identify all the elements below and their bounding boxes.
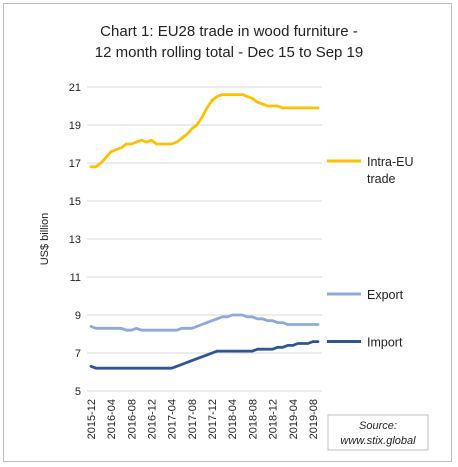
- y-tick-label: 17: [69, 158, 81, 170]
- y-tick-label: 21: [69, 82, 81, 94]
- series-line-intra-eu-trade: [89, 93, 320, 169]
- chart-frame: [3, 3, 452, 462]
- x-tick-label: 2018-04: [227, 399, 239, 439]
- legend: Intra-EU trade Export Import: [327, 155, 414, 350]
- x-axis-ticks: 2015-12 2016-04 2016-08 2016-12 2017-04 2017-…: [86, 399, 320, 439]
- series-line-export: [89, 313, 320, 332]
- chart-title: Chart 1: EU28 trade in wood furniture - …: [95, 23, 364, 61]
- x-tick-label: 2016-04: [106, 399, 118, 439]
- chart-title-line-2: 12 month rolling total - Dec 15 to Sep 1…: [95, 44, 364, 61]
- x-tick-label: 2016-12: [147, 399, 159, 439]
- source-box: [327, 414, 429, 451]
- x-tick-label: 2018-08: [247, 399, 259, 439]
- y-axis-label: US$ billion: [39, 213, 51, 266]
- legend-label: trade: [367, 172, 396, 186]
- x-tick-label: 2017-04: [167, 399, 179, 439]
- y-axis-ticks: 5 7 9 11 13 15 17 19 21: [69, 82, 81, 398]
- legend-label: Import: [367, 336, 403, 350]
- y-tick-label: 5: [75, 386, 81, 398]
- x-tick-label: 2019-08: [308, 399, 320, 439]
- x-tick-label: 2019-04: [288, 399, 300, 439]
- y-tick-label: 11: [70, 272, 81, 284]
- x-tick-label: 2016-08: [126, 399, 138, 439]
- series-line-import: [89, 340, 320, 370]
- x-tick-label: 2017-12: [207, 399, 219, 439]
- source-url: www.stix.global: [340, 435, 416, 447]
- legend-label: Export: [367, 288, 404, 302]
- y-tick-label: 7: [75, 348, 81, 360]
- y-tick-label: 13: [69, 234, 81, 246]
- x-tick-label: 2018-12: [268, 399, 280, 439]
- chart-title-line-1: Chart 1: EU28 trade in wood furniture -: [100, 23, 358, 40]
- grid-layer: [87, 86, 322, 392]
- y-tick-label: 9: [75, 310, 81, 322]
- series-layer: [89, 93, 320, 370]
- x-tick-label: 2017-08: [187, 399, 199, 439]
- legend-label: Intra-EU: [367, 155, 414, 169]
- x-tick-label: 2015-12: [86, 399, 98, 439]
- y-tick-label: 15: [69, 196, 81, 208]
- source-label: Source:: [359, 420, 397, 432]
- y-tick-label: 19: [69, 120, 81, 132]
